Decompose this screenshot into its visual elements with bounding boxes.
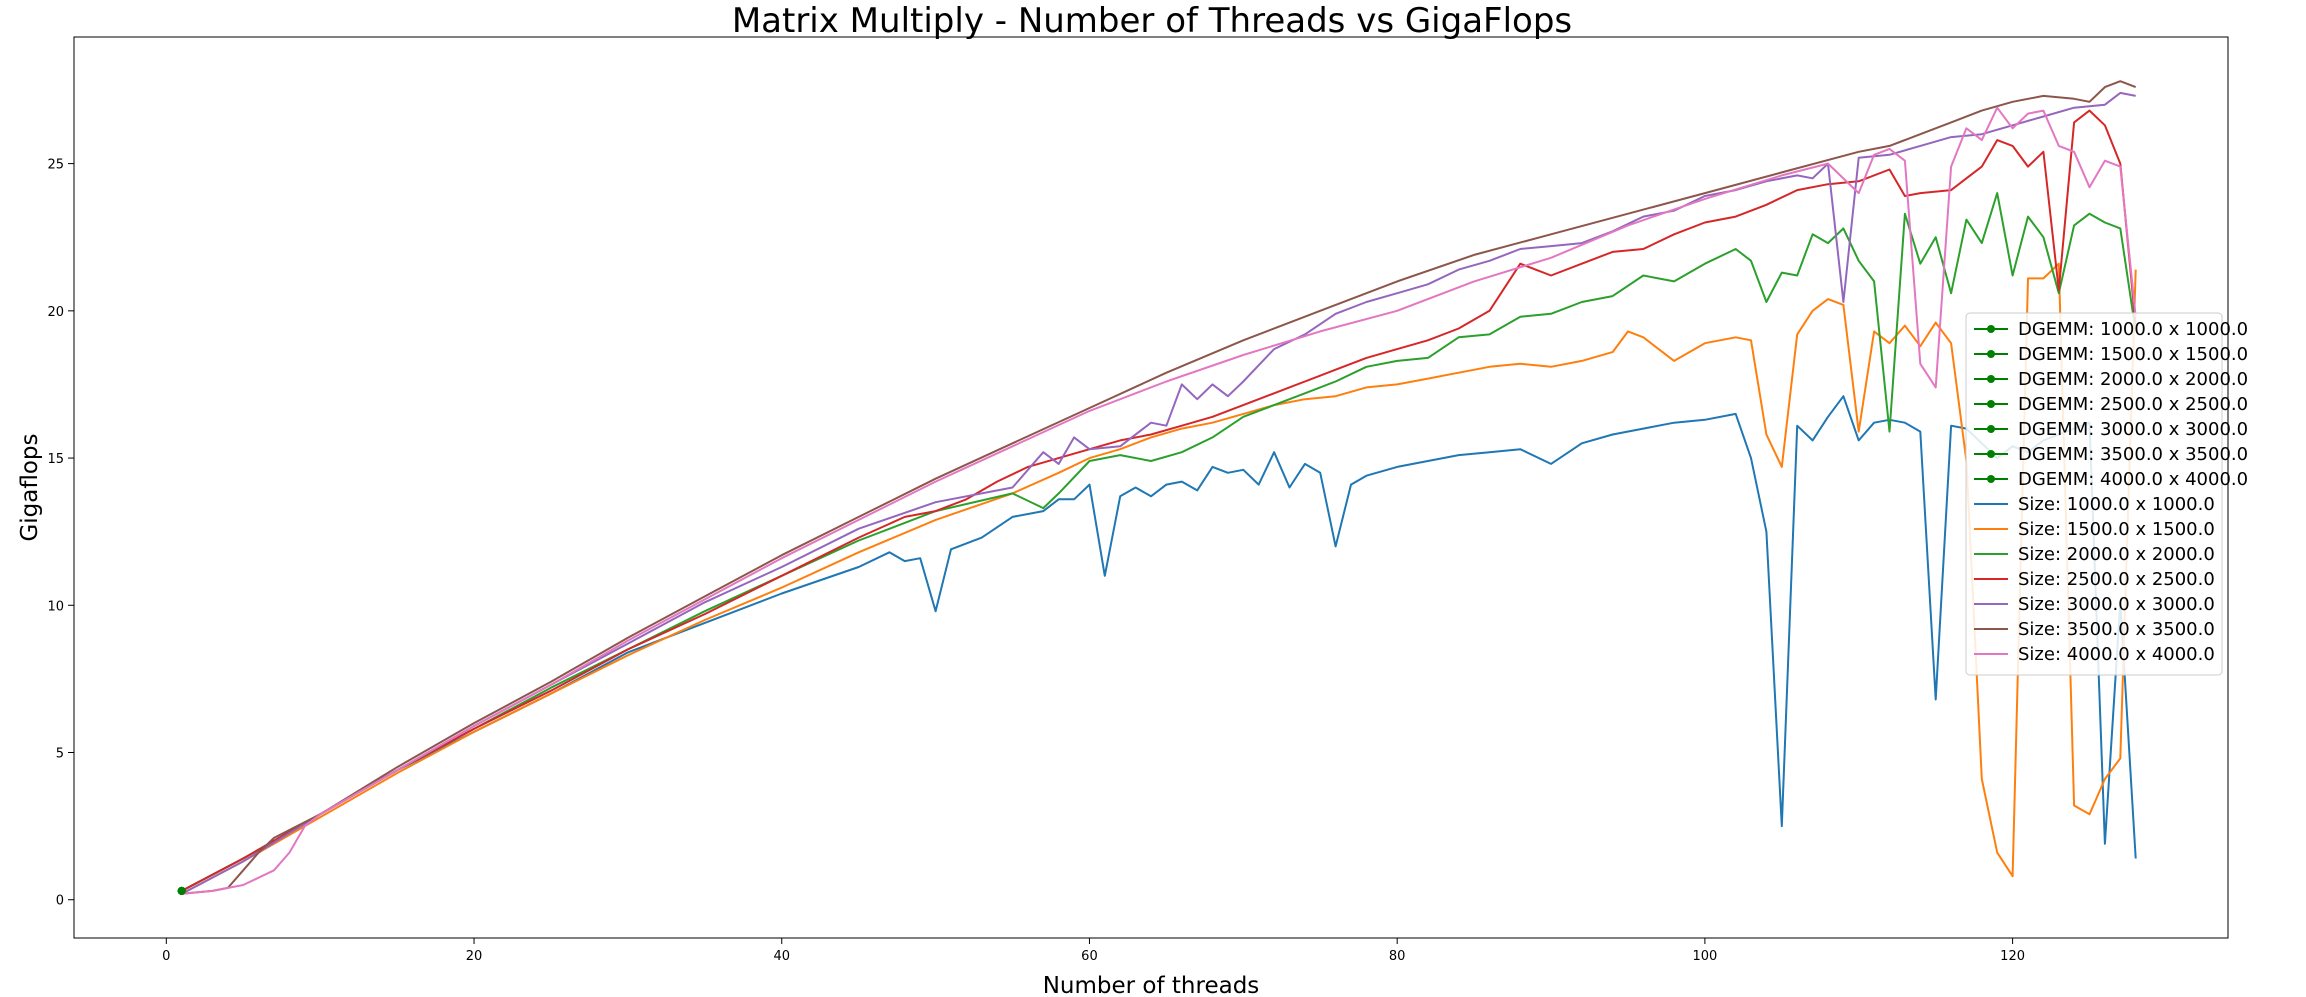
legend-label: DGEMM: 3500.0 x 3500.0: [2018, 444, 2248, 465]
legend-label: DGEMM: 1000.0 x 1000.0: [2018, 319, 2248, 340]
y-tick-label: 0: [56, 894, 64, 909]
legend-marker: [1987, 350, 1995, 358]
legend-label: DGEMM: 3000.0 x 3000.0: [2018, 419, 2248, 440]
series-line-3: [181, 192, 2137, 892]
legend-marker: [1987, 325, 1995, 333]
plot-frame: [73, 36, 2229, 939]
series-line-5: [181, 91, 2136, 895]
y-tick-label: 15: [47, 452, 64, 467]
chart-title: Matrix Multiply - Number of Threads vs G…: [732, 1, 1572, 41]
y-axis-title: Gigaflops: [17, 433, 43, 541]
legend-box: [1965, 312, 2223, 676]
x-tick-label: 100: [1692, 949, 1717, 964]
x-tick-label: 40: [773, 949, 790, 964]
legend-label: DGEMM: 2500.0 x 2500.0: [2018, 394, 2248, 415]
legend-marker: [1987, 450, 1995, 458]
x-tick-label: 60: [1081, 949, 1098, 964]
x-tick-label: 0: [162, 949, 170, 964]
series-line-4: [181, 109, 2137, 892]
x-tick-label: 80: [1389, 949, 1406, 964]
legend-label: Size: 3500.0 x 3500.0: [2018, 619, 2215, 640]
legend-label: DGEMM: 2000.0 x 2000.0: [2018, 369, 2248, 390]
legend: DGEMM: 1000.0 x 1000.0 DGEMM: 1500.0 x 15…: [1965, 312, 2248, 676]
series-line-2: [181, 262, 2137, 895]
legend-marker: [1987, 400, 1995, 408]
legend-marker: [1987, 425, 1995, 433]
legend-label: Size: 1000.0 x 1000.0: [2018, 494, 2215, 515]
x-axis-title: Number of threads: [1043, 973, 1260, 997]
legend-label: Size: 3000.0 x 3000.0: [2018, 594, 2215, 615]
legend-marker: [1987, 375, 1995, 383]
y-tick-label: 5: [56, 747, 64, 762]
legend-label: Size: 2000.0 x 2000.0: [2018, 544, 2215, 565]
legend-label: Size: 1500.0 x 1500.0: [2018, 519, 2215, 540]
series-line-6: [181, 80, 2137, 895]
legend-label: DGEMM: 1500.0 x 1500.0: [2018, 344, 2248, 365]
legend-label: Size: 4000.0 x 4000.0: [2018, 644, 2215, 665]
series-line-1: [181, 395, 2137, 892]
legend-marker: [1987, 475, 1995, 483]
x-tick-label: 120: [2000, 949, 2025, 964]
legend-label: DGEMM: 4000.0 x 4000.0: [2018, 469, 2248, 490]
dgemm-point-7: [177, 886, 186, 895]
x-tick-label: 20: [466, 949, 483, 964]
y-tick-label: 10: [47, 599, 64, 614]
legend-label: Size: 2500.0 x 2500.0: [2018, 569, 2215, 590]
y-tick-label: 20: [47, 305, 64, 320]
series-line-7: [181, 106, 2137, 895]
y-tick-label: 25: [47, 158, 64, 173]
